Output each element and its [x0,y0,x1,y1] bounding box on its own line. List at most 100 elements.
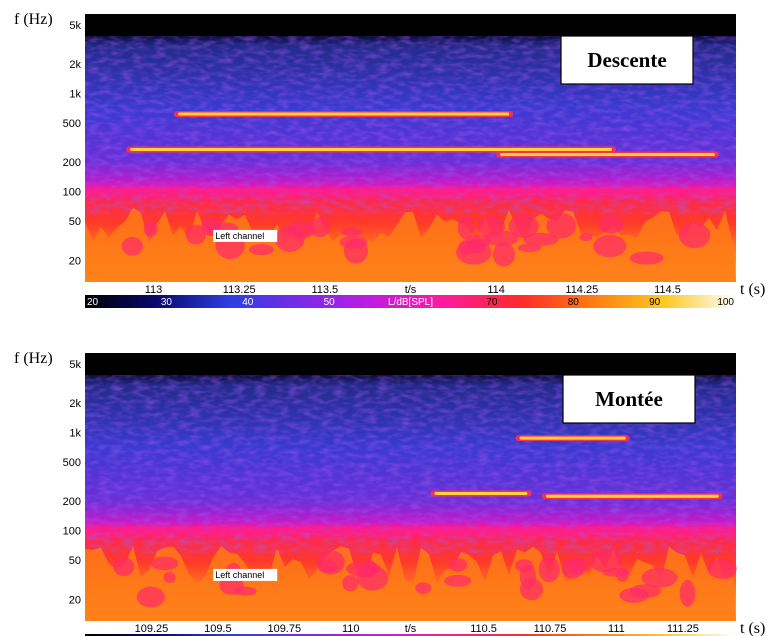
low-frequency-blob [310,216,330,238]
channel-label-box [213,229,278,242]
low-frequency-blob [317,550,345,575]
low-frequency-blob [219,576,244,595]
y-axis-label: f (Hz) [14,350,53,367]
spectrogram-top-cutoff [85,14,736,36]
y-tick-label: 1k [69,428,81,440]
low-frequency-blob [538,556,560,583]
y-tick-label: 100 [63,187,81,199]
low-frequency-blob [707,558,737,579]
low-frequency-blob [508,214,539,239]
y-tick-label: 5k [69,359,81,371]
low-frequency-blob [678,222,711,249]
y-tick-label: 2k [69,59,81,71]
low-frequency-blob [287,220,316,239]
colorbar-tick-label: 70 [486,297,498,308]
spectrogram-panel-descente: Left channel Descente f (Hz) 20 50 100 200 500 1… [14,11,765,308]
x-tick-label: 110.5 [470,623,497,635]
low-band-edge [85,526,736,533]
channel-label: Left channel [215,231,264,241]
y-tick-label: 20 [69,594,81,606]
low-frequency-blob [519,564,537,589]
y-tick-label: 5k [69,20,81,32]
low-frequency-blob [492,242,516,267]
y-tick-label: 500 [63,118,81,130]
low-frequency-blob [415,582,432,594]
low-frequency-blob [598,214,624,234]
low-frequency-blob [444,574,472,587]
x-tick-strip [85,282,736,295]
colorbar [85,295,736,308]
tonal-line [130,147,613,151]
x-tick-label: 109.25 [135,623,169,635]
x-tick-label: 109.75 [267,623,301,635]
y-tick-label: 2k [69,398,81,410]
x-tick-label: 111 [608,623,625,635]
low-frequency-blob [616,567,629,582]
y-tick-label: 100 [63,526,81,538]
x-tick-label: 109.5 [204,623,232,635]
low-frequency-blob [579,233,593,242]
x-tick-label: 111.25 [667,623,699,635]
low-frequency-blob [121,237,144,256]
low-frequency-blob [619,587,649,603]
x-tick-label: 114.25 [565,284,598,296]
colorbar-tick-label: 90 [649,297,661,308]
x-tick-label: 110 [342,623,360,635]
panel-title: Descente [587,48,666,72]
low-frequency-blob [457,215,475,240]
colorbar-tick-label: 40 [242,297,254,308]
low-frequency-band [85,546,736,621]
low-frequency-blob [150,556,179,571]
x-unit-label: t/s [405,623,417,635]
low-frequency-blob [163,572,176,583]
x-tick-strip [85,621,736,634]
x-tick-label: 114 [487,284,505,296]
panel-title-box [562,374,696,424]
channel-label: Left channel [215,570,264,580]
spectrogram-montee: Left channel Montée f (Hz) 20 50 100 200 500 1k 2… [14,350,765,636]
colorbar-tick-label: 30 [161,297,173,308]
y-tick-label: 200 [63,496,81,508]
low-frequency-blob [136,586,165,608]
low-band-edge [85,187,736,194]
colorbar-tick-label: 80 [568,297,580,308]
x-tick-label: 110.75 [534,623,567,635]
channel-label-box [213,568,278,581]
colorbar-tick-label: 20 [87,297,99,308]
spectrogram-descente: Left channel Descente f (Hz) 20 50 100 200 500 1… [14,11,765,308]
low-frequency-blob [248,244,274,256]
low-frequency-blob [561,558,584,579]
low-frequency-blob [517,243,542,253]
low-frequency-blob [465,234,491,249]
y-tick-label: 50 [69,555,81,567]
low-frequency-blob [546,212,577,239]
low-frequency-blob [346,560,381,577]
y-tick-label: 200 [63,157,81,169]
colorbar-tick-label: 50 [324,297,336,308]
x-tick-label: 113 [145,284,163,296]
low-frequency-blob [629,251,664,265]
panel-title: Montée [595,387,663,411]
low-frequency-blob [589,549,623,573]
low-frequency-blob [593,234,627,258]
low-frequency-blob [339,235,368,249]
low-frequency-blob [113,556,135,577]
low-frequency-blob [143,221,158,237]
tonal-line [500,152,715,156]
tonal-line [546,494,719,498]
low-frequency-blob [342,575,359,592]
tonal-line [178,112,510,116]
x-axis-label: t (s) [740,281,765,298]
colorbar [85,634,736,636]
low-frequency-blob [523,232,559,246]
spectrogram-top-cutoff [85,353,736,375]
x-tick-label: 114.5 [654,284,681,296]
panel-title-box [560,35,694,85]
y-axis-label: f (Hz) [14,11,53,28]
x-unit-label: t/s [405,284,417,296]
y-tick-label: 500 [63,457,81,469]
low-frequency-blob [185,224,207,245]
colorbar-label: L/dB[SPL] [388,297,433,308]
y-tick-label: 20 [69,255,81,267]
y-tick-label: 1k [69,89,81,101]
